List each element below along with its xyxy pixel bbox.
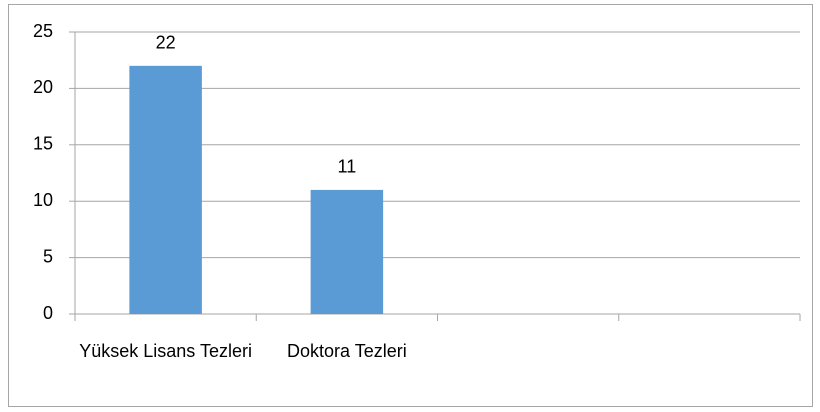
bar: [129, 65, 202, 314]
x-tick-label: Yüksek Lisans Tezleri: [79, 341, 252, 361]
y-tick-label: 10: [33, 190, 53, 210]
y-tick-label: 20: [33, 77, 53, 97]
x-tick-label: Doktora Tezleri: [287, 341, 407, 361]
data-label: 22: [156, 33, 176, 53]
y-tick-label: 0: [43, 303, 53, 323]
data-label: 11: [338, 157, 357, 177]
y-tick-label: 5: [43, 246, 53, 266]
y-tick-label: 25: [33, 21, 53, 41]
y-tick-label: 15: [33, 134, 53, 154]
bar: [310, 189, 384, 314]
